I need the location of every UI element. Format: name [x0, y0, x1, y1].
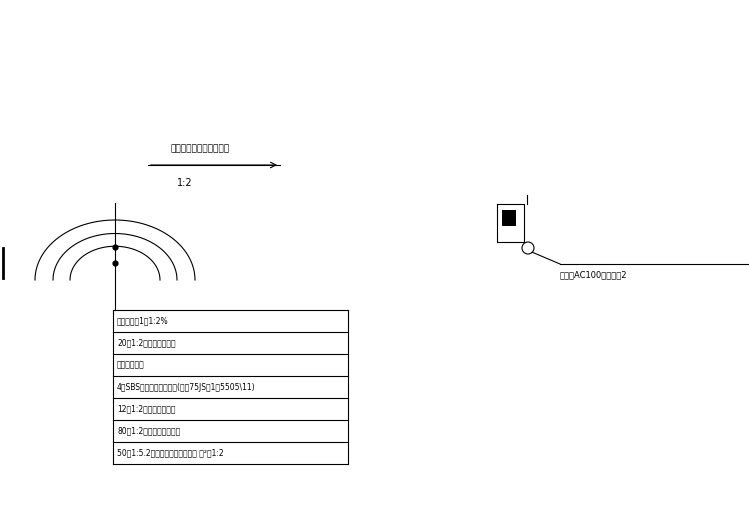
Text: 墙平面AC100门框节点2: 墙平面AC100门框节点2 [560, 270, 628, 279]
Text: 80厚1:2膨胀珍珠岩保温层: 80厚1:2膨胀珍珠岩保温层 [117, 427, 181, 436]
Bar [502, 210, 516, 226]
Circle shape [522, 242, 534, 254]
Text: 通用做法图集置换与复函: 通用做法图集置换与复函 [171, 144, 229, 153]
Text: 20厚1:2水泥砂浆找坡层: 20厚1:2水泥砂浆找坡层 [117, 339, 175, 348]
Text: 50厚1:5.2水泥膨胀蛭石找坡坡度 ＜²＝1:2: 50厚1:5.2水泥膨胀蛭石找坡坡度 ＜²＝1:2 [117, 448, 224, 457]
Text: 一道防水涂膜: 一道防水涂膜 [117, 360, 145, 369]
Text: 12厚1:2水泥砂浆找平层: 12厚1:2水泥砂浆找平层 [117, 404, 175, 413]
Text: 4厚SBS改性沥青防水卷材(国标75JS－1－5505\11): 4厚SBS改性沥青防水卷材(国标75JS－1－5505\11) [117, 383, 255, 392]
Text: 保温板坡度1＝1:2%: 保温板坡度1＝1:2% [117, 316, 169, 325]
Text: 1:2: 1:2 [178, 178, 192, 188]
